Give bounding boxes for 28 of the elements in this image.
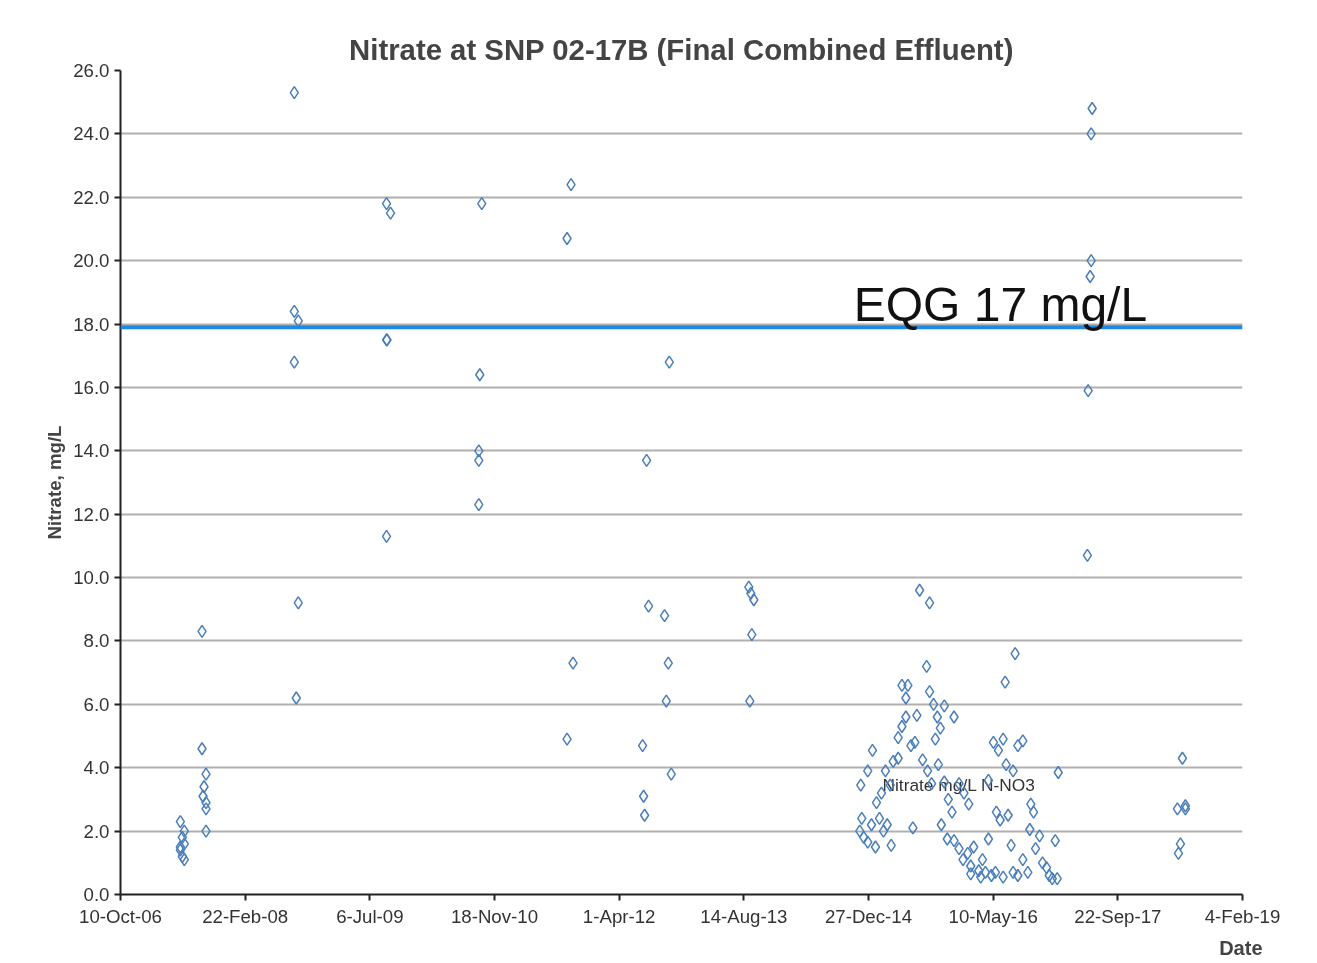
y-tick-label: 16.0: [73, 376, 110, 398]
y-tick-label: 26.0: [73, 60, 110, 81]
y-tick-label: 10.0: [73, 567, 110, 589]
x-tick-label: 27-Dec-14: [824, 905, 913, 927]
y-tick-label: 20.0: [73, 250, 110, 272]
x-tick-label: 22-Feb-08: [202, 905, 289, 927]
x-tick-label: 14-Aug-13: [700, 905, 788, 927]
y-tick-label: 8.0: [83, 630, 110, 652]
y-tick-label: 0.0: [83, 884, 110, 905]
y-tick-label: 12.0: [73, 503, 110, 525]
y-tick-label: 14.0: [73, 440, 110, 462]
y-tick-label: 22.0: [73, 186, 110, 208]
x-tick-label: 4-Feb-19: [1204, 905, 1281, 927]
y-tick-label: 6.0: [83, 693, 110, 715]
x-tick-label: 22-Sep-17: [1074, 905, 1162, 927]
y-tick-label: 4.0: [83, 757, 110, 779]
y-tick-label: 18.0: [73, 313, 110, 335]
y-tick-label: 24.0: [73, 123, 110, 145]
ref-line-label: EQG 17 mg/L: [853, 278, 1148, 332]
chart-title: Nitrate at SNP 02-17B (Final Combined Effluent): [349, 32, 1014, 66]
x-tick-label: 10-May-16: [948, 905, 1038, 927]
x-tick-label: 10-Oct-06: [79, 905, 162, 927]
x-axis-title: Date: [1219, 936, 1263, 959]
y-axis-title: Nitrate, mg/L: [44, 425, 66, 540]
x-tick-label: 18-Nov-10: [450, 905, 539, 927]
y-tick-label: 2.0: [83, 820, 110, 842]
x-tick-label: 6-Jul-09: [336, 905, 404, 927]
x-tick-label: 1-Apr-12: [582, 905, 656, 927]
